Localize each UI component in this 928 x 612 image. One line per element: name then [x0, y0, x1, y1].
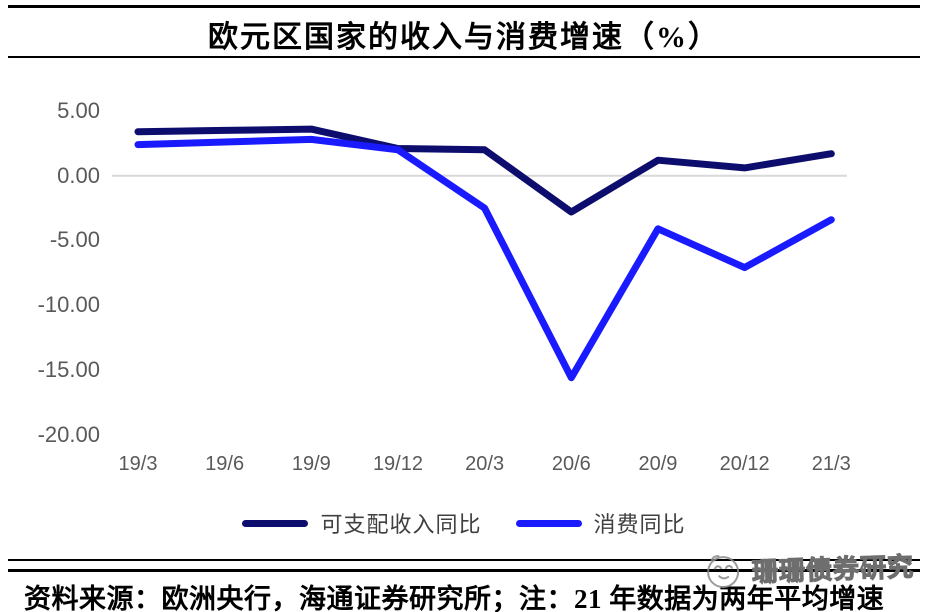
chart-title: 欧元区国家的收入与消费增速（%）	[208, 21, 720, 54]
y-axis-tick-label: -10.00	[37, 292, 100, 318]
source-note: 资料来源：欧洲央行，海通证券研究所；注：21 年数据为两年平均增速	[24, 584, 885, 612]
legend-label-consumption: 消费同比	[593, 512, 686, 537]
legend-swatch-disposable-income	[242, 519, 309, 527]
footer-rule-thick	[8, 569, 920, 572]
title-underline-rule	[8, 56, 920, 58]
x-axis-tick-label: 19/3	[118, 453, 158, 475]
x-axis-tick-label: 19/12	[372, 453, 423, 475]
x-axis-tick-label: 20/3	[465, 453, 505, 475]
legend-item-consumption: 消费同比	[515, 507, 686, 539]
series-line-0	[134, 125, 835, 216]
y-axis-tick-label: -15.00	[37, 356, 100, 382]
series-line-1	[134, 135, 835, 382]
top-border-rule	[8, 5, 920, 8]
y-axis-tick-label: 5.00	[57, 97, 100, 123]
y-axis-tick-label: -5.00	[49, 227, 100, 253]
x-axis-tick-label: 20/6	[551, 453, 591, 475]
footer-rule-thin	[8, 559, 920, 561]
x-axis-tick-label: 19/9	[291, 453, 331, 475]
legend-item-disposable-income: 可支配收入同比	[242, 507, 481, 539]
y-axis-tick-label: -20.00	[37, 421, 100, 447]
legend-label-disposable-income: 可支配收入同比	[320, 512, 482, 537]
x-axis-tick-label: 19/6	[205, 453, 245, 475]
x-axis-tick-label: 21/3	[811, 453, 851, 475]
y-axis-tick-label: 0.00	[57, 162, 100, 188]
x-axis-tick-label: 20/9	[638, 453, 678, 475]
x-axis-tick-label: 20/12	[719, 453, 770, 475]
legend-swatch-consumption	[515, 519, 582, 527]
chart-legend: 可支配收入同比 消费同比	[0, 508, 928, 538]
